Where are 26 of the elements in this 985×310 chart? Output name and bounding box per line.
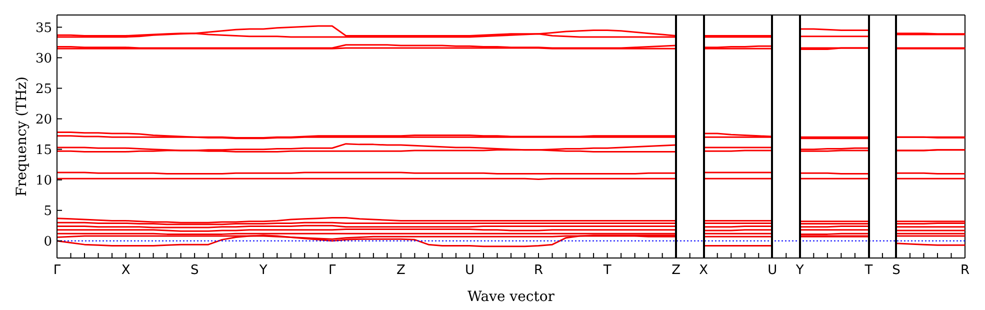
x-tick-label: Y (258, 263, 268, 278)
y-axis-title: Frequency (THz) (14, 76, 30, 197)
y-tick-label: 30 (35, 51, 52, 66)
x-tick-label: Γ (53, 263, 62, 278)
x-tick-label: U (464, 263, 474, 278)
y-tick-label: 25 (35, 82, 52, 97)
x-tick-label: S (190, 263, 199, 278)
y-tick-label: 10 (35, 173, 52, 188)
x-tick-label: R (960, 263, 970, 278)
x-tick-label: U (768, 263, 778, 278)
x-tick-label: R (534, 263, 544, 278)
y-tick-label: 35 (35, 20, 52, 36)
x-tick-label: Γ (328, 263, 337, 278)
x-axis-title: Wave vector (468, 289, 555, 305)
x-tick-label: Z (672, 263, 681, 278)
y-tick-label: 15 (35, 142, 52, 158)
x-tick-label: T (602, 263, 612, 278)
y-tick-label: 5 (44, 204, 52, 219)
x-tick-label: Z (396, 263, 406, 278)
x-tick-label: Y (794, 263, 804, 278)
x-tick-label: X (121, 263, 130, 278)
y-tick-label: 0 (44, 234, 52, 250)
x-tick-label: S (892, 263, 900, 278)
y-tick-label: 20 (35, 112, 52, 128)
x-tick-label: T (864, 263, 873, 278)
x-tick-label: X (699, 263, 708, 278)
